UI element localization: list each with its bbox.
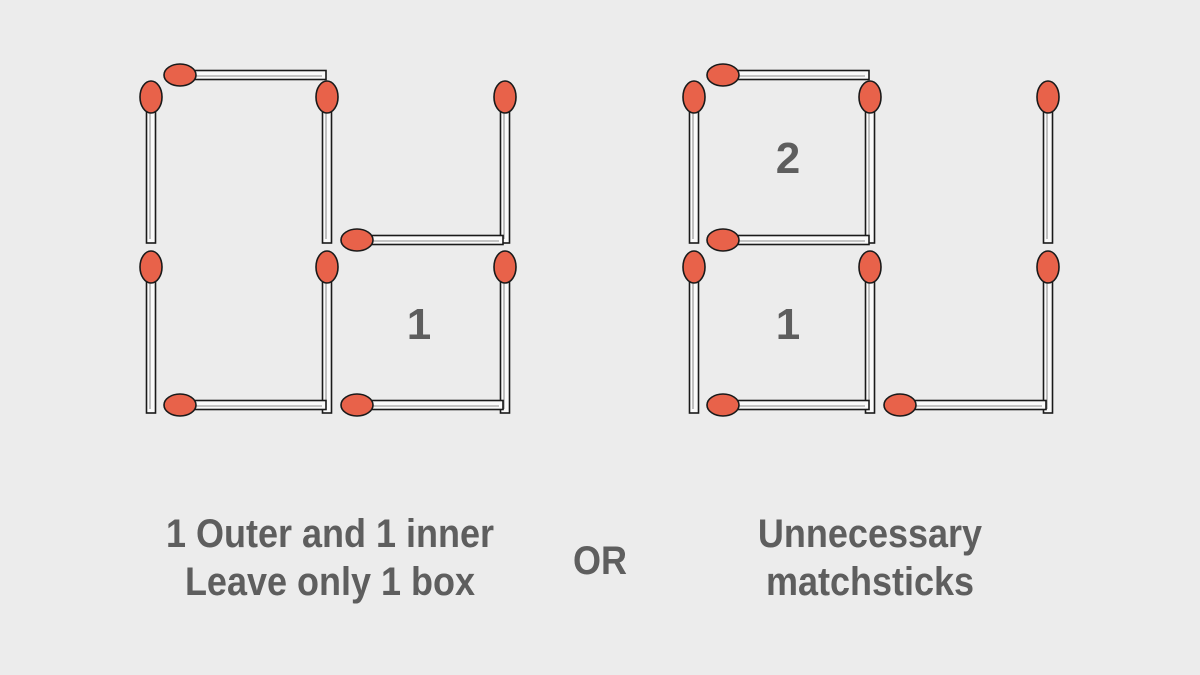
right-caption-line-1: Unnecessary [757,512,983,556]
left-match-upper-right [493,80,517,244]
left-caption: 1 Outer and 1 inner Leave only 1 box [141,510,519,606]
left-box-number-1: 1 [406,300,432,349]
left-match-lower-right [493,250,517,414]
right-match-bottom-left [706,393,870,417]
right-box-number-2: 2 [775,134,801,183]
left-match-top [163,63,327,87]
right-caption-line-2: matchsticks [765,560,975,604]
left-match-bottom-right [340,393,504,417]
left-match-upper-middle [315,80,339,244]
right-match-bottom-right [883,393,1047,417]
right-match-upper-middle [858,80,882,244]
left-caption-line-2: Leave only 1 box [184,560,476,604]
right-match-lower-middle [858,250,882,414]
left-match-upper-left [139,80,163,244]
left-match-lower-left [139,250,163,414]
right-match-top [706,63,870,87]
right-caption: Unnecessary matchsticks [690,510,1050,606]
left-match-inner-horizontal [340,228,504,252]
right-match-upper-right [1036,80,1060,244]
right-match-lower-left [682,250,706,414]
left-matchstick-figure [139,63,517,417]
left-caption-line-1: 1 Outer and 1 inner [165,512,495,556]
or-caption: OR [546,537,654,585]
right-box-number-1: 1 [775,300,801,349]
left-match-bottom-left [163,393,327,417]
right-match-lower-right [1036,250,1060,414]
right-match-upper-left [682,80,706,244]
left-match-lower-middle [315,250,339,414]
right-matchstick-figure [682,63,1060,417]
right-match-middle-horizontal [706,228,870,252]
or-label: OR [573,539,627,583]
